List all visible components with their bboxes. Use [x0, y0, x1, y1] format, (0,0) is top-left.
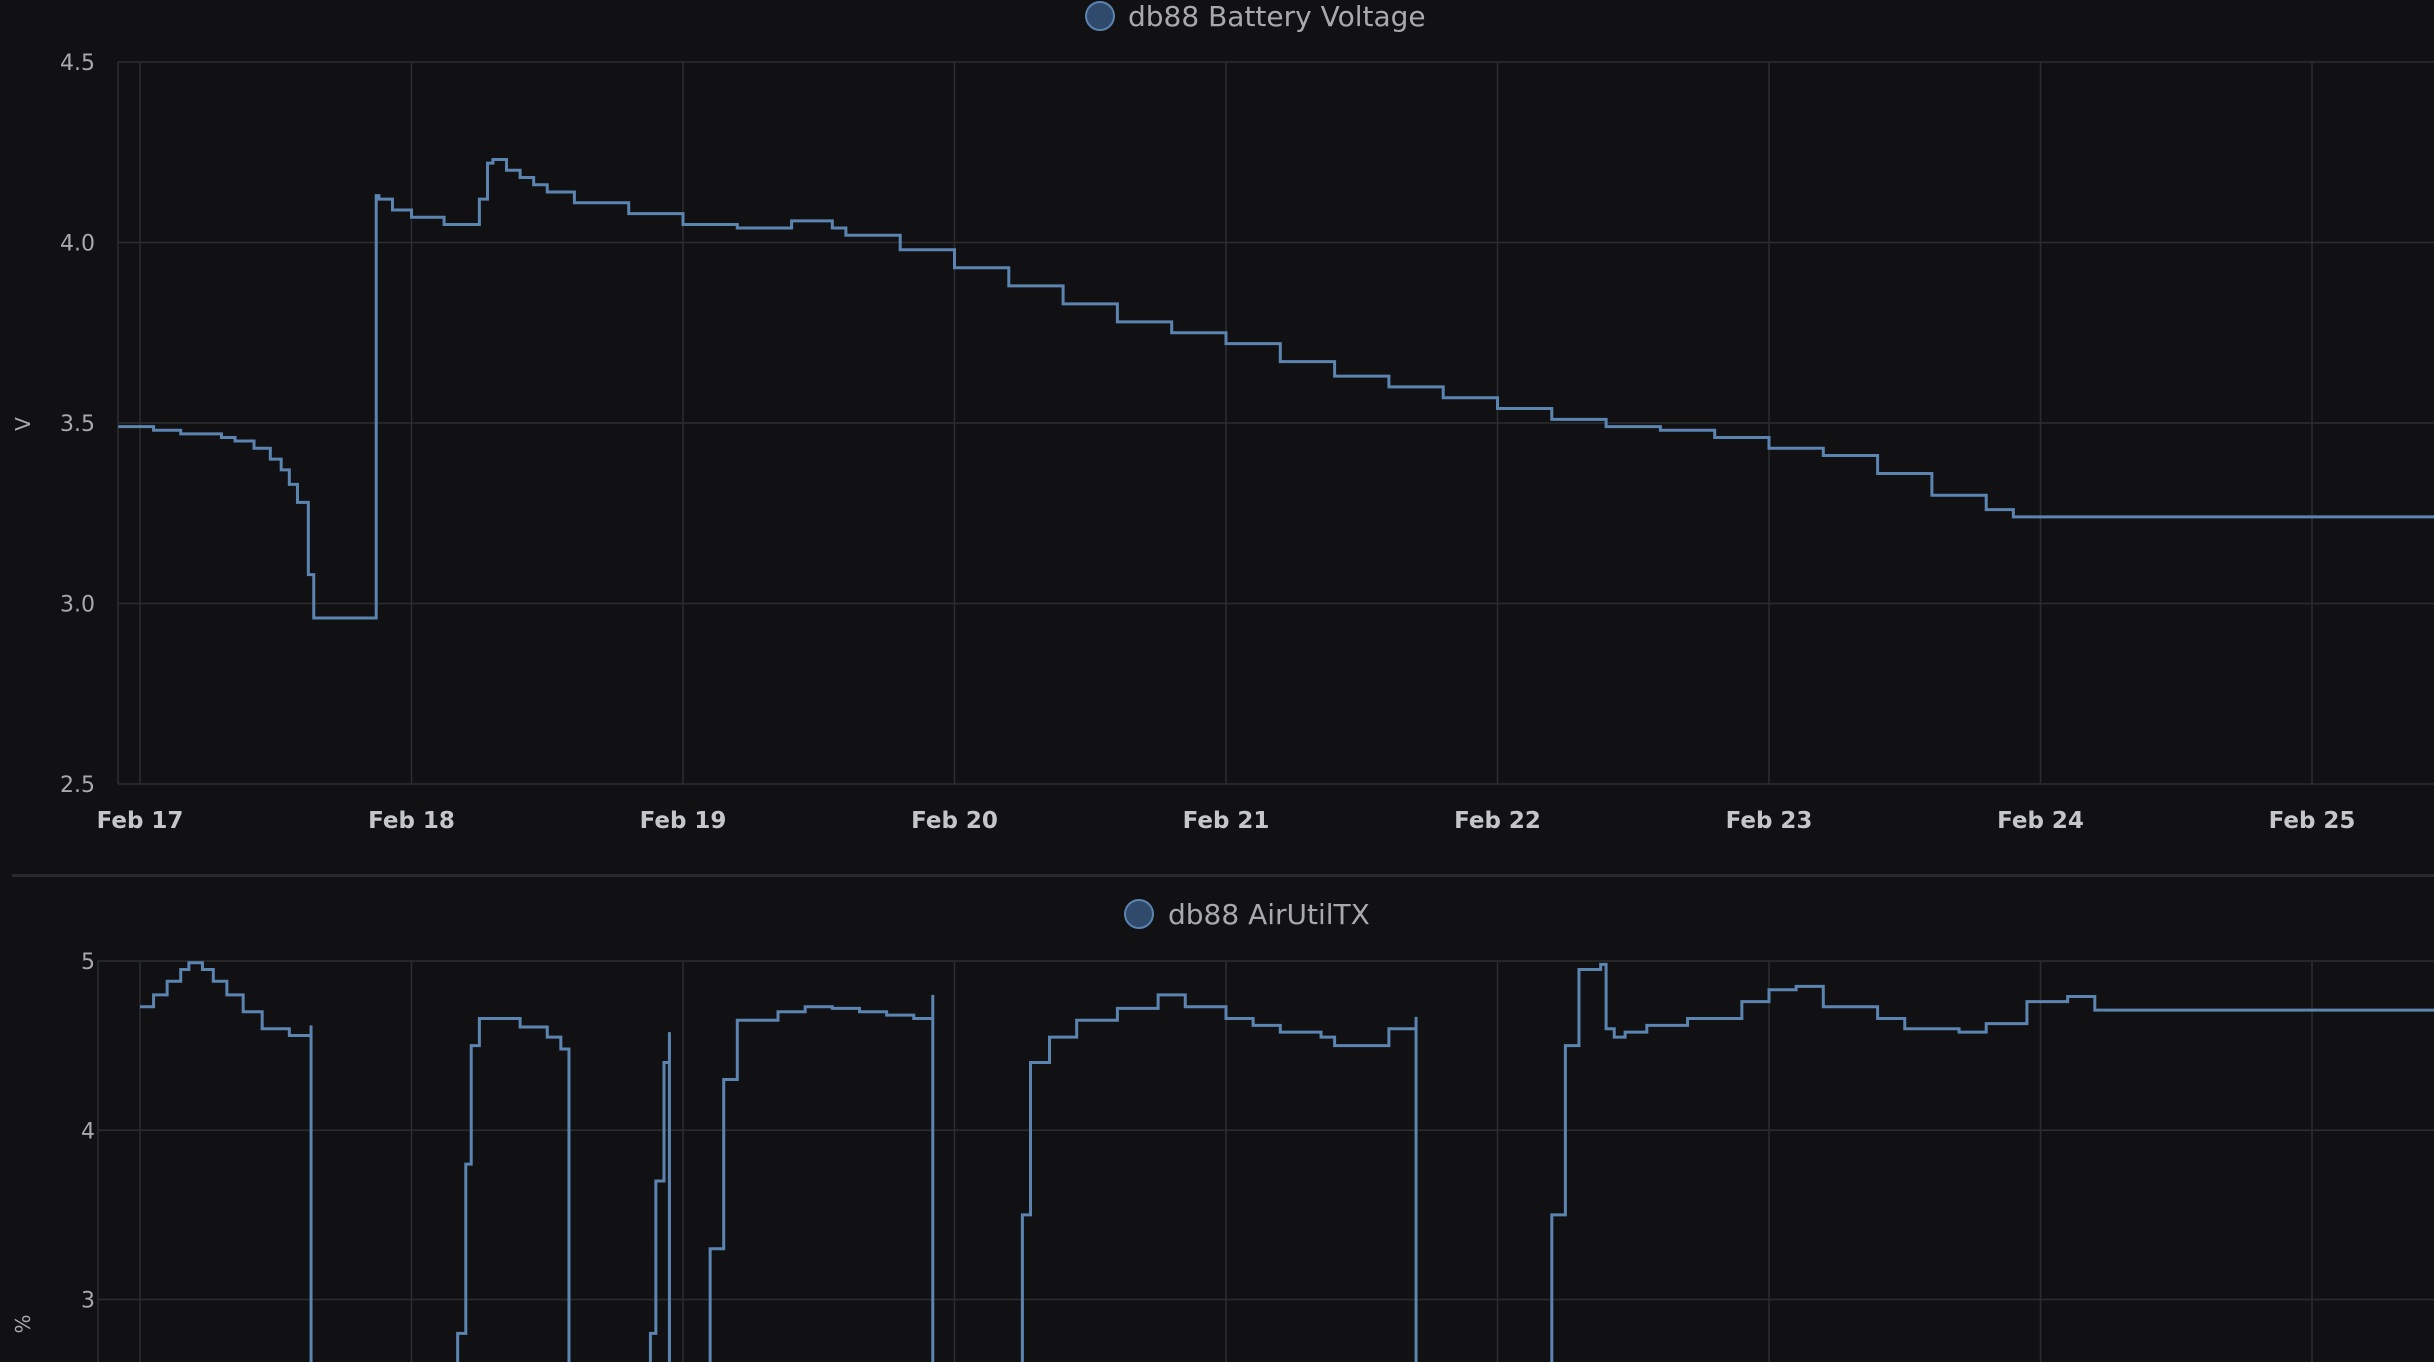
x-tick-label: Feb 20: [911, 808, 998, 834]
y-tick-label: 4.0: [60, 232, 95, 257]
battery-voltage-panel: db88 Battery Voltage 2.5 3.0 3.5 4.0 4.5 Feb 1…: [11, 0, 2434, 834]
series-line-0: [140, 961, 2434, 1362]
x-tick-label: Feb 17: [97, 808, 184, 834]
y-tick-label: 3.5: [60, 412, 95, 437]
y-axis-label: %: [11, 1314, 35, 1333]
x-tick-label: Feb 23: [1726, 808, 1813, 834]
y-tick-label: 4.5: [60, 51, 95, 76]
airutil-chart: db88 AirUtilTX 3 4 5%: [11, 898, 2434, 1362]
y-tick-label: 4: [81, 1119, 95, 1144]
x-tick-label: Feb 24: [1997, 808, 2084, 834]
airutil-panel: db88 AirUtilTX 3 4 5%: [0, 878, 2434, 1362]
y-tick-label: 3: [81, 1289, 95, 1314]
x-tick-label: Feb 25: [2269, 808, 2356, 834]
series-line-0: [118, 157, 2434, 620]
legend-swatch: [1085, 1, 1115, 31]
x-tick-label: Feb 19: [640, 808, 727, 834]
legend-label: db88 Battery Voltage: [1128, 0, 1426, 33]
x-tick-label: Feb 22: [1454, 808, 1541, 834]
x-tick-label: Feb 21: [1183, 808, 1270, 834]
y-tick-label: 5: [81, 950, 95, 975]
panel-divider: [12, 874, 2434, 877]
y-tick-label: 3.0: [60, 593, 95, 618]
legend-swatch: [1124, 899, 1154, 929]
legend-label: db88 AirUtilTX: [1168, 898, 1370, 931]
battery-voltage-chart: db88 Battery Voltage 2.5 3.0 3.5 4.0 4.5 Feb 1…: [11, 0, 2434, 834]
y-tick-label: 2.5: [60, 773, 95, 798]
y-axis-label: V: [11, 417, 35, 431]
x-tick-label: Feb 18: [368, 808, 455, 834]
